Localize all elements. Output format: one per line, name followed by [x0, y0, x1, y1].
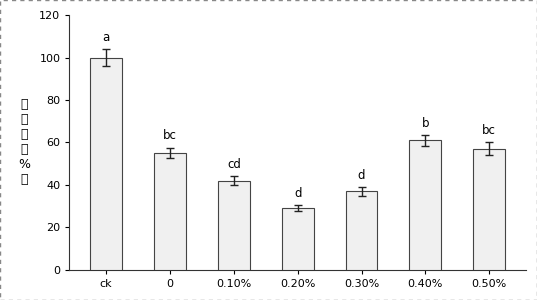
Text: b: b [422, 117, 429, 130]
Bar [90, 58, 122, 270]
Text: cd: cd [227, 158, 241, 171]
Bar [409, 140, 441, 270]
Bar [473, 149, 505, 270]
Bar [345, 191, 378, 270]
Bar [154, 153, 186, 270]
Bar [282, 208, 314, 270]
Text: d: d [294, 187, 301, 200]
Y-axis label: 腐
烂
率
（
%
）: 腐 烂 率 （ % ） [18, 98, 30, 187]
Text: bc: bc [482, 124, 496, 137]
Bar [218, 181, 250, 270]
Text: bc: bc [163, 130, 177, 142]
Text: d: d [358, 169, 365, 182]
Text: a: a [103, 31, 110, 44]
